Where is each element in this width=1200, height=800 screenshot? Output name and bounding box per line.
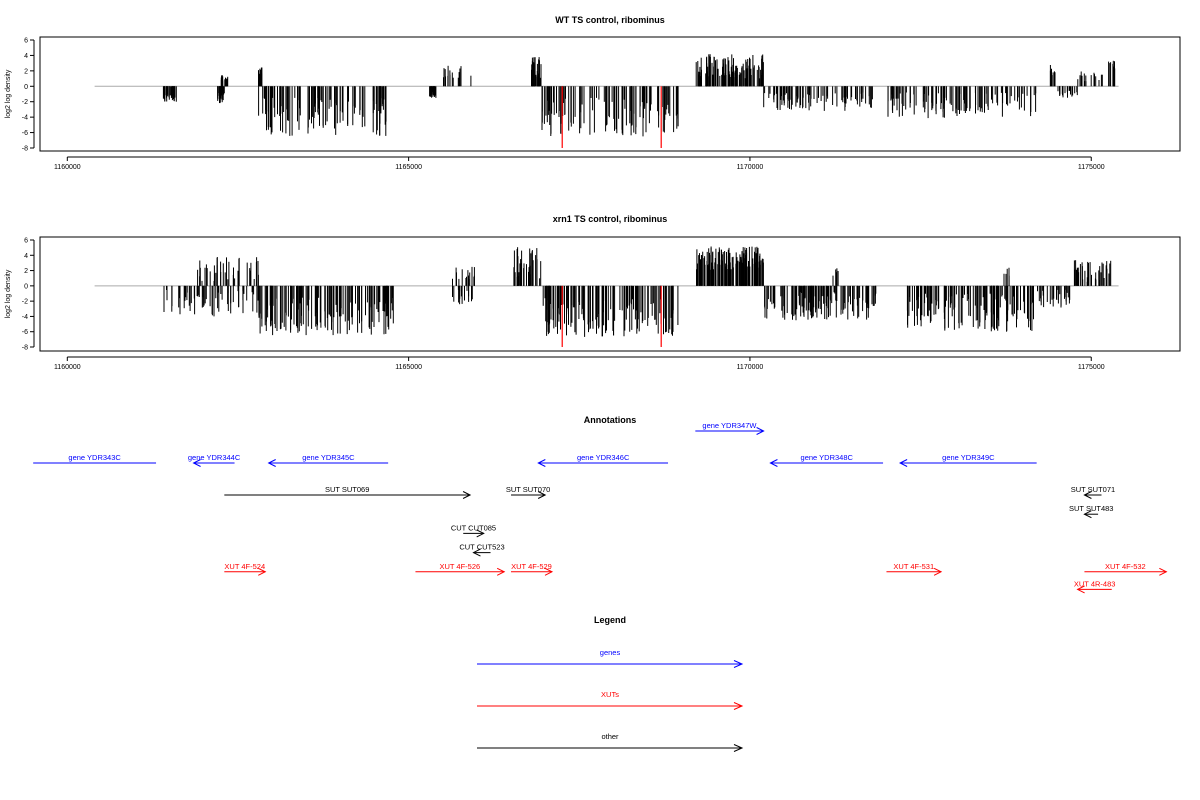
annotations-title: Annotations [584,415,637,425]
feature-label: SUT SUT070 [506,485,550,494]
wt-density-plot: WT TS control, ribominus log2 log densit… [5,15,1181,172]
y-tick-label: -4 [22,115,28,122]
feature-arrowhead [933,567,943,576]
feature-arrowhead [537,459,546,467]
legend-arrowhead [733,744,744,752]
axes: -8 -6 -4 -2 0 2 4 6 1160000 1165000 1170000 1175000 [22,38,1105,172]
y-tick-label: 4 [24,53,28,60]
feature-arrowhead [476,529,485,538]
feature-arrowhead [769,459,778,467]
y-tick-label: 0 [24,84,28,91]
feature-label: gene YDR345C [302,453,355,462]
feature-label: XUT 4F-526 [439,562,480,571]
y-tick-label: 0 [24,283,28,290]
feature-arrowhead [899,459,908,467]
feature-arrowhead [1076,585,1085,594]
feature-arrowhead [472,548,481,557]
density-bars [94,246,1119,347]
feature-label: XUT 4F-531 [893,562,934,571]
feature-arrowhead [537,491,547,499]
legend-panel: Legend genes XUTs other [477,615,744,752]
feature-label: gene YDR344C [188,453,241,462]
feature-arrowhead [756,427,765,435]
feature-label: XUT 4R-483 [1074,579,1116,588]
y-tick-label: 6 [24,238,28,245]
density-bars [94,54,1119,148]
legend-arrowhead [733,660,744,668]
x-tick-label: 1175000 [1078,364,1105,371]
y-tick-label: -8 [22,146,28,153]
feature-arrowhead [192,459,201,467]
feature-label: SUT SUT071 [1071,485,1115,494]
legend-label: other [601,732,619,741]
feature-label: CUT CUT523 [459,543,504,552]
feature-arrowhead [1083,491,1092,499]
legend-arrowhead [733,702,744,710]
x-tick-label: 1175000 [1078,164,1105,171]
feature-label: gene YDR347W [702,421,757,430]
y-tick-label: -8 [22,345,28,352]
feature-arrowhead [1159,567,1168,576]
legend-title: Legend [594,615,626,625]
y-tick-label: -2 [22,299,28,306]
legend-label: genes [600,648,621,657]
feature-label: XUT 4F-529 [511,562,552,571]
xrn1-density-plot: xrn1 TS control, ribominus log2 log dens… [5,214,1181,372]
feature-label: gene YDR343C [68,453,121,462]
annotation-features: gene YDR343C gene YDR344C gene YDR345C gene… [33,421,1168,594]
legend-entries: genes XUTs other [477,648,744,752]
feature-label: gene YDR348C [801,453,854,462]
y-tick-label: -2 [22,99,28,106]
feature-label: gene YDR346C [577,453,630,462]
legend-label: XUTs [601,690,619,699]
feature-label: CUT CUT085 [451,523,496,532]
x-tick-label: 1160000 [54,364,81,371]
y-tick-label: -4 [22,314,28,321]
plot-frame [39,236,1181,352]
feature-arrowhead [267,459,276,467]
y-tick-label: 2 [24,68,28,75]
feature-label: XUT 4F-532 [1105,562,1146,571]
feature-arrowhead [544,567,554,576]
feature-label: XUT 4F-524 [224,562,265,571]
feature-label: SUT SUT483 [1069,504,1113,513]
y-tick-label: 2 [24,268,28,275]
plot-frame [39,36,1181,152]
feature-label: SUT SUT069 [325,485,369,494]
y-tick-label: 6 [24,38,28,45]
x-tick-label: 1165000 [395,364,422,371]
x-tick-label: 1170000 [737,364,764,371]
y-tick-label: -6 [22,130,28,137]
y-tick-label: 4 [24,253,28,260]
feature-arrowhead [496,567,506,576]
y-axis-label: log2 log density [5,69,12,118]
x-tick-label: 1165000 [395,164,422,171]
x-tick-label: 1170000 [737,164,764,171]
y-axis-label: log2 log density [5,269,12,318]
plot-title: xrn1 TS control, ribominus [553,214,668,224]
feature-label: gene YDR349C [942,453,995,462]
annotations-panel: Annotations gene YDR343C gene YDR344C gene… [33,415,1168,594]
plot-title: WT TS control, ribominus [555,15,665,25]
feature-arrowhead [462,491,472,499]
axes: -8 -6 -4 -2 0 2 4 6 1160000 1165000 1170000 1175000 [22,238,1105,372]
x-tick-label: 1160000 [54,164,81,171]
feature-arrowhead [1083,510,1092,519]
feature-arrowhead [258,567,267,576]
y-tick-label: -6 [22,329,28,336]
